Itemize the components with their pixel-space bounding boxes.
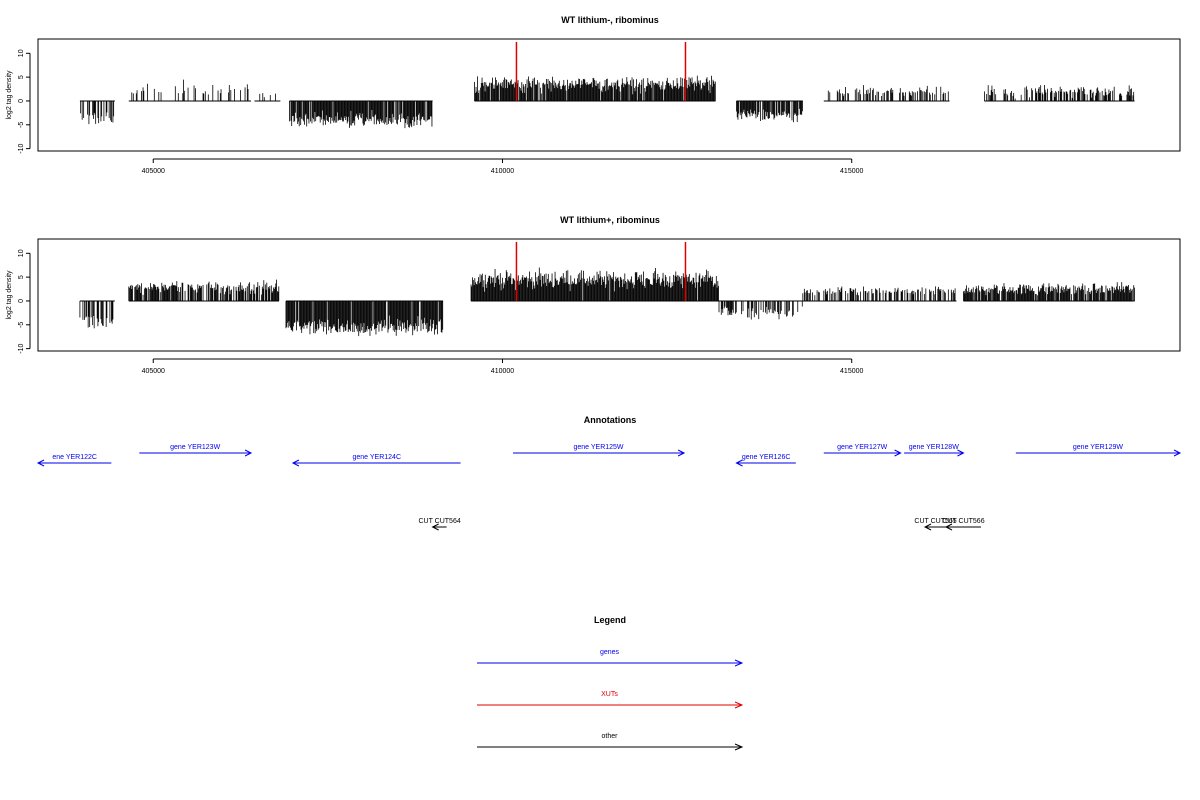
plot-frame [37, 238, 1181, 352]
legend-item: other [477, 733, 744, 751]
y-tick-label: 10 [18, 249, 25, 257]
y-tick-label: 5 [18, 275, 25, 279]
legend-label: genes [600, 649, 620, 656]
legend-label: XUTs [601, 691, 618, 698]
feature-label: gene YER123W [170, 444, 220, 451]
xut-markers [515, 242, 687, 301]
legend-item: genes [477, 649, 744, 667]
y-tick-label: -5 [18, 122, 25, 128]
x-tick-label: 405000 [142, 368, 165, 375]
legend-arrowhead [734, 659, 744, 667]
x-axis: 405000 410000 415000 [142, 358, 864, 375]
feature: gene YER126C [735, 454, 796, 467]
arrowhead-left [735, 459, 743, 467]
feature: gene YER123W [139, 444, 253, 457]
legend-arrowhead [734, 701, 744, 709]
legend-label: other [602, 733, 619, 740]
feature: gene YER129W [1015, 444, 1182, 457]
annotations-panel: Annotations ene YER122C gene YER123W gene … [36, 415, 1182, 531]
feature-label: gene YER128W [909, 444, 959, 451]
density-panel-lithium-minus: WT lithium-, ribominus log2 tag density … [6, 15, 1181, 175]
y-axis-label: log2 tag density [6, 70, 13, 120]
feature-label: CUT CUT566 [942, 518, 984, 525]
feature-label: CUT CUT564 [418, 518, 460, 525]
legend-item: XUTs [477, 691, 744, 709]
density-panel-lithium-plus: WT lithium+, ribominus log2 tag density … [6, 215, 1181, 375]
y-axis: -10 -5 0 5 10 [18, 49, 31, 154]
arrowhead-left [291, 459, 300, 467]
arrowhead-right [1173, 449, 1182, 457]
feature: CUT CUT566 [942, 518, 985, 531]
feature: CUT CUT565 [914, 518, 957, 531]
feature-label: gene YER125W [573, 444, 623, 451]
y-tick-label: -10 [18, 343, 25, 353]
panel-title: WT lithium+, ribominus [560, 215, 660, 225]
xut-markers [515, 42, 687, 101]
legend-title: Legend [594, 615, 626, 625]
arrowhead-right [894, 449, 902, 457]
feature-label: gene YER129W [1073, 444, 1123, 451]
y-axis-label: log2 tag density [6, 270, 13, 320]
feature: CUT CUT564 [418, 518, 461, 531]
feature-label: gene YER127W [837, 444, 887, 451]
feature: gene YER128W [904, 444, 965, 457]
y-tick-label: 0 [18, 99, 25, 103]
x-tick-label: 405000 [142, 168, 165, 175]
legend: Legend genes XUTs other [477, 615, 744, 751]
x-tick-label: 410000 [491, 168, 514, 175]
legend-arrowhead [734, 743, 744, 751]
arrowhead-right [244, 449, 253, 457]
arrowhead-left [944, 523, 953, 531]
feature: ene YER122C [36, 454, 112, 467]
y-tick-label: 0 [18, 299, 25, 303]
feature: gene YER124C [291, 454, 461, 467]
density-bars [79, 267, 1135, 337]
annotations-title: Annotations [584, 415, 637, 425]
x-tick-label: 410000 [491, 368, 514, 375]
feature-label: ene YER122C [52, 454, 97, 461]
panel-title: WT lithium-, ribominus [561, 15, 659, 25]
feature-label: gene YER124C [352, 454, 401, 461]
plot-frame [37, 38, 1181, 152]
feature: gene YER127W [823, 444, 902, 457]
x-tick-label: 415000 [840, 168, 863, 175]
legend-items: genes XUTs other [477, 649, 744, 751]
y-tick-label: 5 [18, 75, 25, 79]
y-tick-label: 10 [18, 49, 25, 57]
arrowhead-right [957, 449, 965, 457]
x-axis: 405000 410000 415000 [142, 158, 864, 175]
density-bars [79, 75, 1135, 129]
arrowhead-left [431, 523, 439, 531]
x-tick-label: 415000 [840, 368, 863, 375]
arrowhead-left [36, 459, 45, 467]
arrowhead-right [677, 449, 686, 457]
arrowhead-left [923, 523, 932, 531]
feature-label: CUT CUT565 [914, 518, 956, 525]
feature-tracks: ene YER122C gene YER123W gene YER124C gene … [36, 444, 1182, 531]
feature: gene YER125W [512, 444, 686, 457]
y-tick-label: -5 [18, 322, 25, 328]
y-tick-label: -10 [18, 143, 25, 153]
feature-label: gene YER126C [742, 454, 791, 461]
y-axis: -10 -5 0 5 10 [18, 249, 31, 354]
